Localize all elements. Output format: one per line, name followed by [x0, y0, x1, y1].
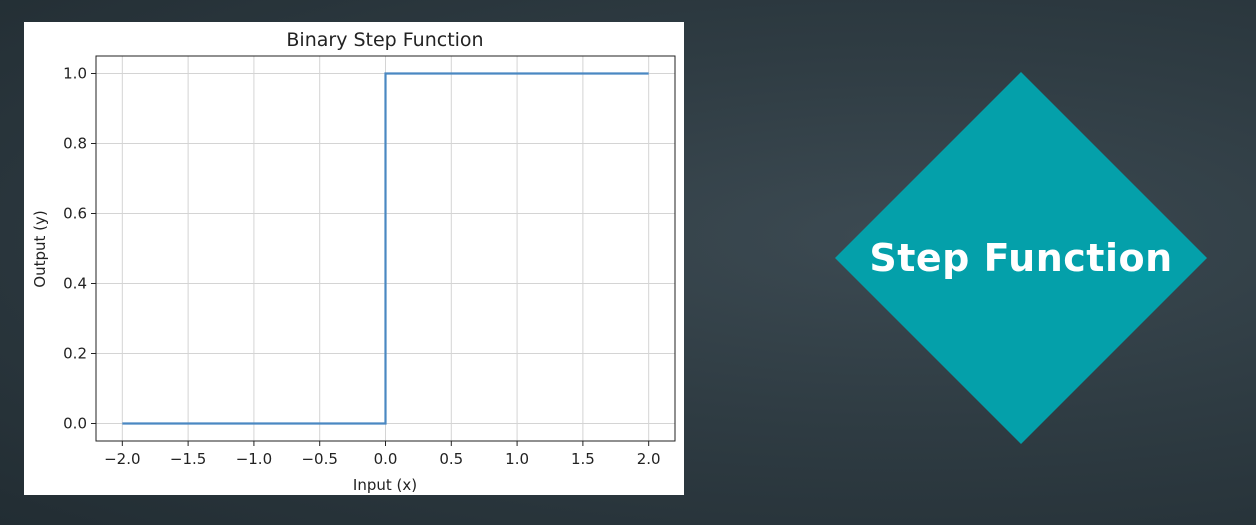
chart-title: Binary Step Function — [286, 29, 483, 51]
y-tick-label: 0.6 — [63, 205, 87, 223]
y-tick-label: 0.2 — [63, 345, 87, 363]
series-layer — [122, 72, 649, 425]
y-tick-label: 1.0 — [63, 65, 87, 83]
tick-layer: −2.0 −1.5 −1.0 −0.5 0.0 0.5 1.0 1.5 2.0 0.0 0.2 0.4… — [63, 65, 660, 469]
x-tick-label: −0.5 — [301, 450, 337, 468]
chart-panel: −2.0 −1.5 −1.0 −0.5 0.0 0.5 1.0 1.5 2.0 0.0 0.2 0.4… — [24, 22, 684, 495]
x-tick-label: −1.5 — [170, 450, 206, 468]
x-tick-label: 1.5 — [571, 450, 595, 468]
x-tick-label: 0.5 — [439, 450, 463, 468]
y-tick-label: 0.0 — [63, 415, 87, 433]
y-axis-label: Output (y) — [31, 210, 49, 287]
x-tick-label: 2.0 — [637, 450, 661, 468]
y-tick-label: 0.4 — [63, 275, 87, 293]
x-tick-label: 0.0 — [374, 450, 398, 468]
x-axis-label: Input (x) — [353, 476, 417, 494]
x-tick-label: −1.0 — [236, 450, 272, 468]
y-tick-label: 0.8 — [63, 135, 87, 153]
x-tick-label: −2.0 — [104, 450, 140, 468]
x-tick-label: 1.0 — [505, 450, 529, 468]
step-series-line — [122, 72, 649, 425]
chart-svg: −2.0 −1.5 −1.0 −0.5 0.0 0.5 1.0 1.5 2.0 0.0 0.2 0.4… — [31, 29, 676, 494]
step-function-badge-label: Step Function — [869, 236, 1173, 280]
